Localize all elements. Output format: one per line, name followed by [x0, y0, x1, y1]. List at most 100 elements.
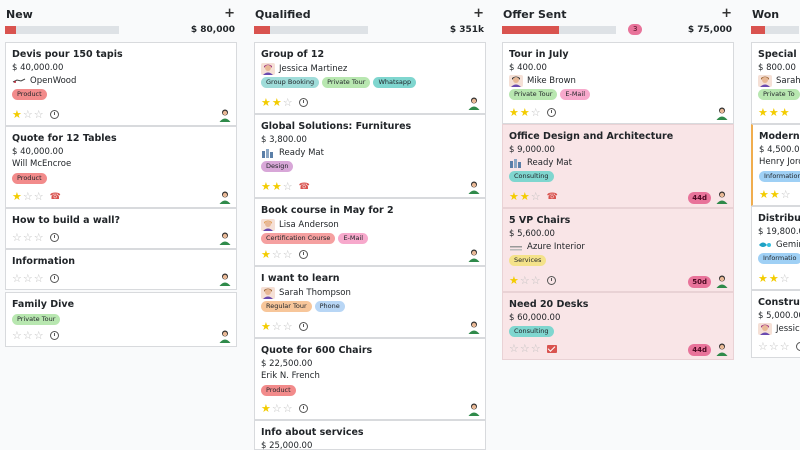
salesperson-avatar[interactable] — [467, 248, 481, 262]
tag-badge[interactable]: Information — [759, 171, 800, 182]
priority-star-icon[interactable]: ★ — [271, 180, 282, 193]
priority-star-icon[interactable]: ★ — [509, 190, 519, 203]
tag-badge[interactable]: Group Booking — [261, 77, 320, 88]
tag-badge[interactable]: Private Tour — [322, 77, 371, 88]
priority-star-icon[interactable]: ☆ — [33, 329, 44, 342]
salesperson-avatar[interactable] — [218, 190, 232, 204]
priority-star-icon[interactable]: ☆ — [779, 272, 790, 285]
priority-star-icon[interactable]: ★ — [768, 272, 779, 285]
priority-star-icon[interactable]: ☆ — [282, 320, 293, 333]
priority-star-icon[interactable]: ☆ — [22, 108, 33, 121]
salesperson-avatar[interactable] — [715, 106, 729, 120]
lead-card[interactable]: Info about services $ 25,000.00 — [254, 420, 486, 450]
priority-star-icon[interactable]: ★ — [261, 180, 271, 193]
salesperson-avatar[interactable] — [467, 180, 481, 194]
priority-star-icon[interactable]: ☆ — [12, 329, 22, 342]
column-title[interactable]: Offer Sent — [503, 8, 567, 21]
clock-icon[interactable] — [795, 342, 800, 351]
salesperson-avatar[interactable] — [218, 231, 232, 245]
tag-badge[interactable]: Product — [261, 385, 296, 396]
tag-badge[interactable]: Informatio — [758, 253, 800, 264]
clock-icon[interactable] — [546, 276, 556, 285]
priority-star-icon[interactable]: ★ — [509, 106, 519, 119]
salesperson-avatar[interactable] — [715, 342, 729, 356]
clock-icon[interactable] — [298, 250, 308, 259]
lead-card[interactable]: Global Solutions: Furnitures $ 3,800.00 Re… — [254, 114, 486, 198]
tag-badge[interactable]: Certification Course — [261, 233, 336, 244]
salesperson-avatar[interactable] — [715, 274, 729, 288]
priority-star-icon[interactable]: ☆ — [768, 340, 779, 353]
lead-card[interactable]: Office Design and Architecture $ 9,000.00… — [502, 124, 734, 208]
lead-card[interactable]: Distributo$ 19,800.00GeminInformatio★★☆ — [751, 206, 800, 290]
priority-star-icon[interactable]: ☆ — [22, 272, 33, 285]
clock-icon[interactable] — [49, 274, 59, 283]
priority-star-icon[interactable]: ☆ — [530, 190, 541, 203]
priority-star-icon[interactable]: ★ — [509, 274, 519, 287]
tag-badge[interactable]: E-Mail — [560, 89, 591, 100]
priority-star-icon[interactable]: ☆ — [271, 248, 282, 261]
salesperson-avatar[interactable] — [218, 272, 232, 286]
priority-star-icon[interactable]: ☆ — [33, 108, 44, 121]
lead-card[interactable]: I want to learn Sarah Thompson Regular Tou… — [254, 266, 486, 338]
priority-star-icon[interactable]: ☆ — [22, 329, 33, 342]
lead-card[interactable]: Book course in May for 2 Lisa Anderson Cer… — [254, 198, 486, 266]
priority-star-icon[interactable]: ★ — [758, 106, 768, 119]
tag-badge[interactable]: Private Tour — [12, 314, 61, 325]
column-count-badge[interactable]: 3 — [628, 24, 643, 35]
priority-star-icon[interactable]: ★ — [779, 106, 790, 119]
column-progress-bar[interactable] — [502, 26, 616, 34]
priority-star-icon[interactable]: ☆ — [780, 188, 791, 201]
priority-star-icon[interactable]: ★ — [12, 190, 22, 203]
priority-star-icon[interactable]: ☆ — [282, 96, 293, 109]
lead-card[interactable]: 5 VP Chairs $ 5,600.00 Azure Interior Servi… — [502, 208, 734, 292]
lead-card[interactable]: Tour in July $ 400.00 Mike Brown Private To… — [502, 42, 734, 124]
priority-star-icon[interactable]: ★ — [519, 106, 530, 119]
salesperson-avatar[interactable] — [467, 320, 481, 334]
column-progress-bar[interactable] — [254, 26, 368, 34]
add-card-button[interactable]: + — [721, 6, 732, 21]
phone-icon[interactable]: ☎ — [49, 191, 61, 202]
lead-card[interactable]: Group of 12 Jessica Martinez Group Booking… — [254, 42, 486, 114]
priority-star-icon[interactable]: ☆ — [758, 340, 768, 353]
priority-star-icon[interactable]: ☆ — [530, 342, 541, 355]
priority-star-icon[interactable]: ☆ — [22, 231, 33, 244]
salesperson-avatar[interactable] — [715, 190, 729, 204]
priority-star-icon[interactable]: ☆ — [22, 190, 33, 203]
tag-badge[interactable]: Consulting — [509, 326, 554, 337]
salesperson-avatar[interactable] — [467, 96, 481, 110]
lead-card[interactable]: Constructi$ 5,000.00Jessica☆☆☆ — [751, 290, 800, 358]
lead-card[interactable]: Quote for 600 Chairs $ 22,500.00 Erik N. F… — [254, 338, 486, 420]
clock-icon[interactable] — [49, 331, 59, 340]
lead-card[interactable]: Family Dive Private Tour ☆ ☆ ☆ — [5, 292, 237, 347]
priority-star-icon[interactable]: ★ — [12, 108, 22, 121]
tag-badge[interactable]: Private To — [758, 89, 800, 100]
priority-star-icon[interactable]: ★ — [769, 188, 780, 201]
priority-star-icon[interactable]: ★ — [261, 248, 271, 261]
priority-star-icon[interactable]: ☆ — [519, 342, 530, 355]
lead-card[interactable]: Quote for 12 Tables $ 40,000.00 Will McEnc… — [5, 126, 237, 208]
priority-star-icon[interactable]: ☆ — [282, 248, 293, 261]
priority-star-icon[interactable]: ☆ — [33, 231, 44, 244]
tag-badge[interactable]: Services — [509, 255, 547, 266]
tag-badge[interactable]: E-Mail — [338, 233, 369, 244]
tag-badge[interactable]: Consulting — [509, 171, 554, 182]
priority-star-icon[interactable]: ★ — [759, 188, 769, 201]
phone-icon[interactable]: ☎ — [298, 181, 310, 192]
lead-card[interactable]: How to build a wall? ☆ ☆ ☆ — [5, 208, 237, 249]
clock-icon[interactable] — [49, 110, 59, 119]
phone-icon[interactable]: ☎ — [546, 191, 558, 202]
salesperson-avatar[interactable] — [218, 108, 232, 122]
priority-star-icon[interactable]: ★ — [261, 320, 271, 333]
priority-star-icon[interactable]: ★ — [758, 272, 768, 285]
tag-badge[interactable]: Design — [261, 161, 294, 172]
tag-badge[interactable]: Whatsapp — [373, 77, 417, 88]
salesperson-avatar[interactable] — [467, 402, 481, 416]
priority-star-icon[interactable]: ☆ — [33, 272, 44, 285]
tag-badge[interactable]: Phone — [314, 301, 345, 312]
priority-star-icon[interactable]: ☆ — [271, 320, 282, 333]
column-title[interactable]: Qualified — [255, 8, 311, 21]
priority-star-icon[interactable]: ☆ — [779, 340, 790, 353]
tag-badge[interactable]: Private Tour — [509, 89, 558, 100]
priority-star-icon[interactable]: ☆ — [271, 402, 282, 415]
